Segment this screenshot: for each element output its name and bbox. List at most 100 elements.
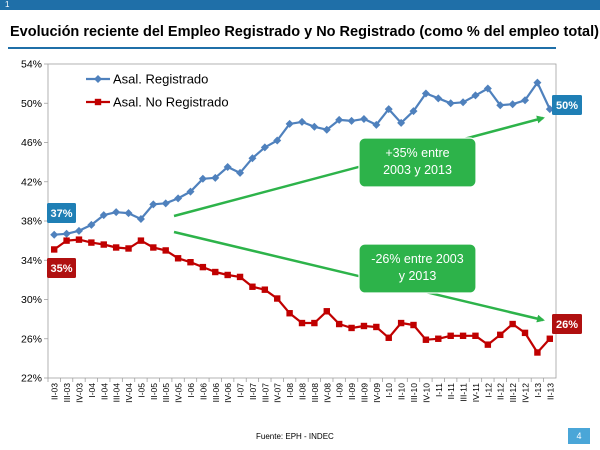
x-tick-label: IV-11	[471, 383, 481, 402]
data-point-registrado	[161, 199, 170, 208]
y-tick-label: 34%	[21, 255, 42, 267]
data-point-no-registrado	[112, 244, 120, 251]
x-tick-label: I-08	[285, 383, 295, 398]
x-tick-label: II-05	[149, 383, 159, 400]
data-point-no-registrado	[63, 237, 70, 244]
x-tick-label: III-05	[161, 383, 171, 403]
data-point-no-registrado	[397, 319, 405, 327]
data-point-registrado	[471, 91, 480, 100]
data-point-registrado	[421, 89, 430, 98]
page-number: 4	[568, 428, 590, 444]
annotation-up: +35% entre 2003 y 2013	[358, 137, 477, 188]
data-point-no-registrado	[50, 246, 58, 253]
x-tick-label: II-12	[496, 383, 506, 400]
data-point-no-registrado	[311, 319, 318, 327]
x-tick-label: IV-10	[421, 383, 431, 403]
callout-label: 37%	[50, 208, 72, 220]
data-point-registrado	[434, 94, 443, 103]
x-tick-label: II-13	[545, 383, 555, 400]
callout-box	[552, 95, 582, 115]
data-point-registrado	[50, 230, 59, 239]
data-point-registrado	[372, 120, 381, 129]
data-point-registrado	[124, 209, 133, 218]
x-tick-label: IV-06	[223, 383, 233, 403]
x-tick-label: IV-07	[273, 383, 283, 403]
annotation-box	[358, 243, 477, 294]
data-point-registrado	[186, 187, 195, 196]
data-point-no-registrado	[199, 263, 207, 271]
data-point-registrado	[223, 163, 232, 172]
data-point-no-registrado	[410, 321, 417, 329]
data-point-registrado	[273, 136, 282, 145]
callout-label: 35%	[50, 263, 72, 275]
x-tick-label: III-12	[508, 383, 518, 403]
y-tick-label: 38%	[21, 216, 42, 228]
data-point-no-registrado	[224, 271, 231, 279]
y-tick-label: 26%	[21, 333, 42, 345]
callout-box	[47, 258, 76, 278]
data-point-no-registrado	[137, 237, 145, 244]
data-point-registrado	[359, 114, 368, 123]
data-point-no-registrado	[521, 329, 529, 337]
data-point-no-registrado	[509, 320, 516, 328]
y-tick-label: 54%	[21, 59, 42, 71]
title-divider	[8, 47, 556, 49]
data-point-registrado	[545, 105, 554, 114]
x-tick-label: I-05	[136, 383, 146, 398]
x-tick-label: II-03	[50, 383, 60, 400]
data-point-registrado	[310, 122, 319, 131]
data-point-registrado	[335, 115, 344, 124]
data-point-no-registrado	[100, 241, 107, 248]
data-point-no-registrado	[422, 336, 430, 343]
data-point-registrado	[149, 200, 158, 209]
x-tick-label: II-06	[198, 383, 208, 400]
x-tick-label: I-13	[533, 383, 543, 398]
x-tick-label: II-08	[298, 383, 308, 400]
data-point-no-registrado	[534, 349, 541, 356]
data-point-no-registrado	[174, 255, 182, 262]
x-tick-label: I-12	[483, 383, 493, 398]
annotation-text: +35% entre	[385, 146, 449, 160]
x-tick-label: III-03	[62, 383, 72, 403]
data-point-no-registrado	[459, 332, 467, 340]
x-tick-label: IV-08	[322, 383, 332, 403]
data-point-registrado	[384, 105, 393, 114]
data-point-registrado	[496, 101, 505, 110]
callout-label: 26%	[556, 319, 578, 331]
data-point-registrado	[459, 98, 468, 107]
x-tick-label: IV-09	[372, 383, 382, 403]
x-tick-label: II-04	[99, 383, 109, 400]
y-tick-label: 22%	[21, 373, 42, 385]
data-point-no-registrado	[484, 341, 492, 348]
legend-item-registrado: Asal. Registrado	[86, 72, 208, 87]
data-point-no-registrado	[150, 244, 157, 251]
data-point-no-registrado	[187, 259, 194, 266]
x-tick-label: III-07	[260, 383, 270, 403]
x-tick-label: III-11	[459, 383, 469, 402]
data-point-registrado	[211, 173, 220, 182]
y-tick-label: 30%	[21, 294, 42, 306]
data-point-no-registrado	[125, 245, 132, 252]
data-point-no-registrado	[236, 273, 244, 281]
legend-label: Asal. No Registrado	[113, 95, 229, 110]
data-point-registrado	[285, 119, 294, 128]
x-tick-label: IV-12	[521, 383, 531, 403]
callout-box	[552, 314, 582, 334]
x-tick-label: III-06	[211, 383, 221, 403]
data-point-registrado	[174, 194, 183, 203]
data-point-registrado	[298, 117, 306, 126]
x-tick-label: II-11	[446, 383, 456, 400]
y-tick-label: 46%	[21, 137, 42, 149]
x-tick-label: II-09	[347, 383, 357, 400]
data-point-registrado	[409, 107, 418, 116]
x-tick-label: I-09	[335, 383, 345, 398]
data-point-no-registrado	[435, 335, 442, 342]
legend-marker	[94, 98, 102, 106]
data-point-no-registrado	[472, 332, 479, 340]
callout-label: 50%	[556, 100, 578, 112]
plot-area-frame	[47, 63, 557, 379]
data-point-registrado	[446, 99, 455, 108]
legend-label: Asal. Registrado	[113, 72, 208, 87]
data-point-registrado	[62, 229, 71, 238]
data-point-no-registrado	[373, 323, 380, 331]
